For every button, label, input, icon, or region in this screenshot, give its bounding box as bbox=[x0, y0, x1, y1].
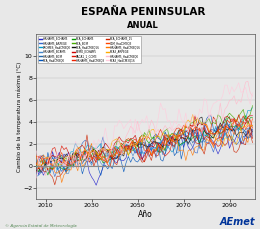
Text: ANUAL: ANUAL bbox=[127, 21, 159, 30]
Text: ESPAÑA PENINSULAR: ESPAÑA PENINSULAR bbox=[81, 7, 205, 17]
Text: © Agencia Estatal de Meteorología: © Agencia Estatal de Meteorología bbox=[5, 224, 77, 228]
Legend: HIRHAM5_ECHAM5, HIRHAM5_ARPEGE, PROMES_HadCM3Q0, HIRHAM5_BCAM5, HIRHAM5_BCM, RCA: HIRHAM5_ECHAM5, HIRHAM5_ARPEGE, PROMES_H… bbox=[38, 36, 141, 63]
X-axis label: Año: Año bbox=[138, 210, 153, 219]
Y-axis label: Cambio de la temperatura máxima (°C): Cambio de la temperatura máxima (°C) bbox=[16, 62, 22, 172]
Text: AEmet: AEmet bbox=[219, 217, 255, 227]
